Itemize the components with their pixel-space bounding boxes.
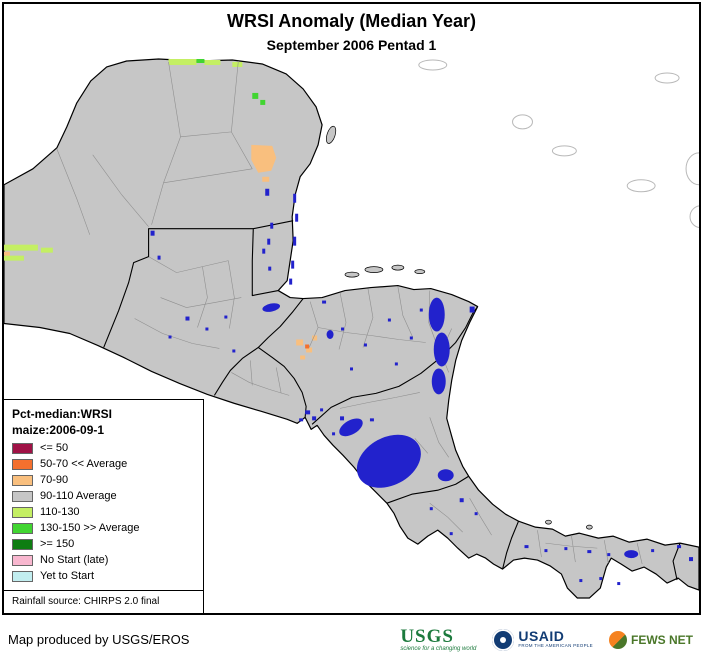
map-canvas: Pct-median:WRSI maize:2006-09-1 <= 50 50-…	[4, 56, 699, 613]
wrsi-patches-130-150	[196, 58, 266, 105]
legend-swatch	[12, 554, 33, 566]
page-title: WRSI Anomaly (Median Year)	[226, 11, 477, 31]
legend-source-note: Rainfall source: CHIRPS 2.0 final	[4, 590, 203, 609]
legend-swatch	[12, 506, 33, 518]
legend-swatch	[12, 538, 33, 550]
legend-items: <= 50 50-70 << Average 70-90 90-110 Average…	[12, 442, 195, 582]
legend-item-label: No Start (late)	[40, 554, 109, 566]
outline-islands	[418, 59, 699, 229]
legend-swatch	[12, 490, 33, 502]
legend-title-line1: Pct-median:WRSI	[12, 407, 113, 421]
logo-strip: USGS science for a changing world USAID …	[400, 625, 693, 652]
title-block: WRSI Anomaly (Median Year) September 200…	[4, 4, 699, 53]
footer: Map produced by USGS/EROS USGS science f…	[0, 617, 703, 662]
usaid-logo-text: USAID	[518, 628, 565, 645]
legend-item-label: Yet to Start	[40, 570, 95, 582]
legend-title-line2: maize:2006-09-1	[12, 423, 105, 437]
fewsnet-logo: FEWS NET	[609, 630, 693, 649]
legend-item-label: >= 150	[40, 538, 75, 550]
fewsnet-globe-icon	[609, 630, 627, 649]
usgs-tagline: science for a changing world	[400, 645, 477, 652]
legend-item-label: 110-130	[40, 506, 80, 518]
legend-item-label: 70-90	[40, 474, 69, 486]
legend-item: No Start (late)	[12, 554, 195, 566]
usgs-logo: USGS science for a changing world	[400, 625, 477, 652]
legend-item: 90-110 Average	[12, 490, 195, 502]
usgs-logo-text: USGS	[400, 625, 454, 647]
legend-swatch	[12, 570, 33, 582]
water-bodies	[150, 188, 694, 586]
map-frame: WRSI Anomaly (Median Year) September 200…	[2, 2, 701, 615]
wrsi-patches-70-90	[4, 144, 318, 360]
page-subtitle: September 2006 Pentad 1	[266, 37, 437, 53]
usaid-logo-text-block: USAID FROM THE AMERICAN PEOPLE	[518, 628, 593, 649]
fewsnet-logo-text: FEWS NET	[631, 632, 693, 647]
gray-islands	[326, 125, 593, 530]
usaid-logo: USAID FROM THE AMERICAN PEOPLE	[492, 628, 593, 651]
legend-item: 130-150 >> Average	[12, 522, 195, 534]
wrsi-patches-50-70	[305, 344, 310, 349]
legend-item: 110-130	[12, 506, 195, 518]
legend-item-label: <= 50	[40, 442, 69, 454]
legend-item: <= 50	[12, 442, 195, 454]
legend-item-label: 130-150 >> Average	[40, 522, 140, 534]
central-america-map	[4, 58, 699, 599]
wrsi-patches-110-130	[4, 58, 243, 261]
legend-swatch	[12, 522, 33, 534]
legend-item: 50-70 << Average	[12, 458, 195, 470]
legend-swatch	[12, 474, 33, 486]
map-credit: Map produced by USGS/EROS	[8, 632, 190, 647]
legend-item: 70-90	[12, 474, 195, 486]
legend-item-label: 90-110 Average	[40, 490, 117, 502]
legend-swatch	[12, 458, 33, 470]
legend-item: Yet to Start	[12, 570, 195, 582]
legend: Pct-median:WRSI maize:2006-09-1 <= 50 50-…	[4, 399, 204, 613]
usaid-seal-star-icon	[500, 636, 507, 643]
legend-item-label: 50-70 << Average	[40, 458, 128, 470]
usaid-tagline: FROM THE AMERICAN PEOPLE	[518, 643, 593, 649]
usaid-seal-icon	[492, 628, 515, 651]
legend-item: >= 150	[12, 538, 195, 550]
legend-swatch	[12, 442, 33, 454]
